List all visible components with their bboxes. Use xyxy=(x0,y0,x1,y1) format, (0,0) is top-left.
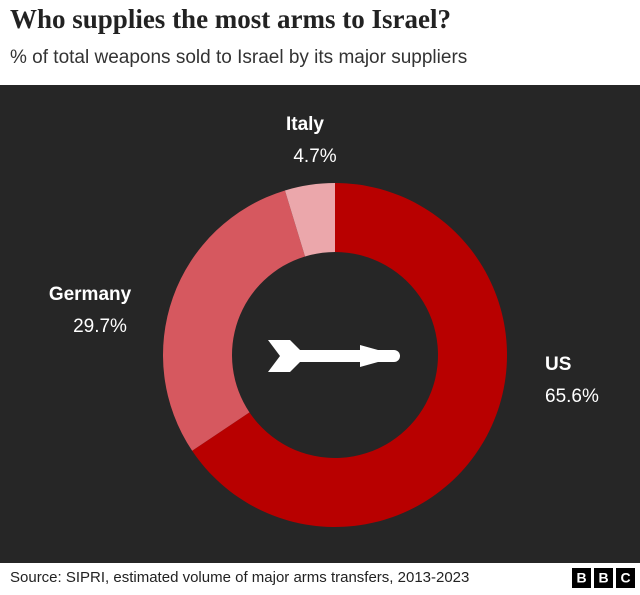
segment-label: Italy xyxy=(286,114,324,135)
logo-letter: B xyxy=(576,570,586,586)
value-label: 4.7% xyxy=(293,146,336,167)
logo-box xyxy=(594,568,613,588)
chart-subtitle: % of total weapons sold to Israel by its… xyxy=(10,47,467,68)
chart-title: Who supplies the most arms to Israel? xyxy=(10,4,451,34)
logo-box xyxy=(572,568,591,588)
source-note: Source: SIPRI, estimated volume of major… xyxy=(10,569,469,586)
segment-label: Germany xyxy=(49,284,132,305)
logo-box xyxy=(616,568,635,588)
missile-icon xyxy=(268,340,400,372)
donut-segment xyxy=(284,183,335,257)
donut xyxy=(163,183,508,527)
value-label: 65.6% xyxy=(545,386,599,407)
donut-segment xyxy=(163,190,306,451)
logo-letter: B xyxy=(598,570,608,586)
logo-letter: C xyxy=(620,570,630,586)
donut-segment xyxy=(192,183,508,527)
segment-label: US xyxy=(545,354,571,375)
value-label: 29.7% xyxy=(73,316,127,337)
